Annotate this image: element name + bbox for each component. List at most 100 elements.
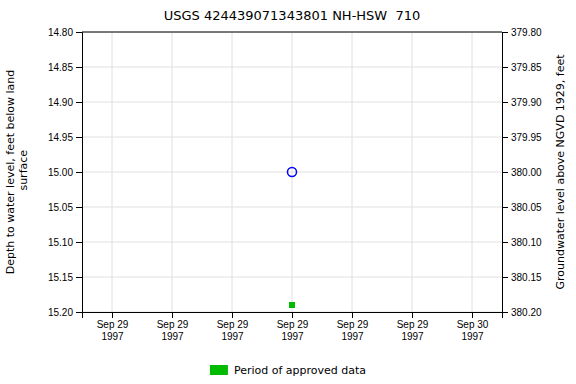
grid-line	[412, 32, 413, 312]
x-tick-label: Sep 291997	[157, 319, 189, 342]
y2-tick-label: 379.85	[511, 62, 542, 73]
legend-label: Period of approved data	[234, 364, 366, 377]
tick-mark	[502, 172, 508, 173]
tick-mark	[502, 207, 508, 208]
tick-mark	[352, 312, 353, 318]
legend-swatch	[210, 365, 228, 375]
y2-tick: 380.15	[502, 272, 542, 283]
tick-mark	[502, 67, 508, 68]
tick-mark	[502, 277, 508, 278]
y2-tick: 379.85	[502, 62, 542, 73]
grid-line	[112, 32, 113, 312]
y-tick: 15.20	[48, 307, 82, 318]
y2-tick-label: 380.05	[511, 202, 542, 213]
y2-tick: 380.00	[502, 167, 542, 178]
y2-axis-title: Groundwater level above NGVD 1929, feet	[554, 54, 567, 290]
tick-mark	[76, 67, 82, 68]
y-tick: 15.10	[48, 237, 82, 248]
chart: Sep 291997 Sep 291997 Sep 291997 Sep 291997…	[0, 0, 576, 384]
y-tick: 14.85	[48, 62, 82, 73]
tick-mark	[502, 137, 508, 138]
y-tick-label: 14.95	[48, 132, 73, 143]
y-tick-label: 15.05	[48, 202, 73, 213]
x-tick-label: Sep 291997	[397, 319, 429, 342]
grid-line	[232, 32, 233, 312]
y2-tick-label: 380.10	[511, 237, 542, 248]
y2-tick-label: 379.95	[511, 132, 542, 143]
legend-item: Period of approved data	[210, 364, 366, 377]
grid	[82, 32, 502, 312]
y2-tick-label: 380.00	[511, 167, 542, 178]
x-tick: Sep 291997	[97, 312, 129, 342]
tick-mark	[76, 277, 82, 278]
tick-mark	[76, 242, 82, 243]
y-tick-label: 14.90	[48, 97, 73, 108]
tick-mark	[232, 312, 233, 318]
y-tick: 14.90	[48, 97, 82, 108]
legend: Period of approved data	[210, 364, 366, 377]
tick-mark	[412, 312, 413, 318]
axis-line	[83, 313, 503, 319]
x-tick: Sep 301997	[457, 312, 489, 342]
y2-tick-label: 379.80	[511, 27, 542, 38]
y2-tick: 379.95	[502, 132, 542, 143]
y-axis-title: Depth to water level, feet below land su…	[4, 70, 30, 275]
y-tick-label: 14.85	[48, 62, 73, 73]
x-tick: Sep 291997	[277, 312, 309, 342]
y-tick: 15.05	[48, 202, 82, 213]
y-tick: 15.00	[48, 167, 82, 178]
y2-tick: 380.20	[502, 307, 542, 318]
y2-axis: 380.20 380.15 380.10 380.05 380.00 379.95 379.…	[502, 27, 542, 318]
tick-mark	[292, 312, 293, 318]
tick-mark	[502, 312, 508, 313]
grid-line	[82, 32, 502, 33]
tick-mark	[76, 137, 82, 138]
y-axis: 14.80 14.85 14.90 14.95 15.00 15.05 15.10 15.15…	[48, 27, 83, 318]
x-tick-label: Sep 291997	[97, 319, 129, 342]
x-tick-label: Sep 291997	[277, 319, 309, 342]
tick-mark	[502, 102, 508, 103]
tick-mark	[472, 312, 473, 318]
y2-tick: 380.05	[502, 202, 542, 213]
y-tick: 14.80	[48, 27, 82, 38]
tick-mark	[172, 312, 173, 318]
tick-mark	[502, 242, 508, 243]
y2-tick: 379.80	[502, 27, 542, 38]
y-tick-label: 15.20	[48, 307, 73, 318]
tick-mark	[76, 312, 82, 313]
tick-mark	[76, 207, 82, 208]
y2-tick-label: 380.15	[511, 272, 542, 283]
axis-line	[503, 33, 509, 313]
tick-mark	[112, 312, 113, 318]
tick-mark	[76, 32, 82, 33]
x-axis: Sep 291997 Sep 291997 Sep 291997 Sep 291997…	[83, 312, 503, 342]
y-tick: 14.95	[48, 132, 82, 143]
frame-line	[82, 32, 502, 33]
tick-mark	[76, 172, 82, 173]
y-tick-label: 15.10	[48, 237, 73, 248]
tick-mark	[76, 102, 82, 103]
plot: Sep 291997 Sep 291997 Sep 291997 Sep 291997…	[48, 27, 542, 342]
point	[289, 302, 295, 308]
x-tick: Sep 291997	[157, 312, 189, 342]
marks	[287, 167, 296, 308]
y-tick-label: 15.00	[48, 167, 73, 178]
x-tick: Sep 291997	[397, 312, 429, 342]
x-tick: Sep 291997	[217, 312, 249, 342]
y-tick: 15.15	[48, 272, 82, 283]
x-tick-label: Sep 301997	[457, 319, 489, 342]
tick-mark	[502, 32, 508, 33]
y-tick-label: 15.15	[48, 272, 73, 283]
x-tick: Sep 291997	[337, 312, 369, 342]
y2-tick-label: 379.90	[511, 97, 542, 108]
grid-line	[292, 32, 293, 312]
grid-line	[352, 32, 353, 312]
y-tick-label: 14.80	[48, 27, 73, 38]
point	[287, 167, 296, 176]
y2-tick: 379.90	[502, 97, 542, 108]
grid-line	[172, 32, 173, 312]
x-tick-label: Sep 291997	[217, 319, 249, 342]
title: USGS 424439071343801 NH-HSW 710	[164, 8, 421, 23]
y2-tick-label: 380.20	[511, 307, 542, 318]
x-tick-label: Sep 291997	[337, 319, 369, 342]
